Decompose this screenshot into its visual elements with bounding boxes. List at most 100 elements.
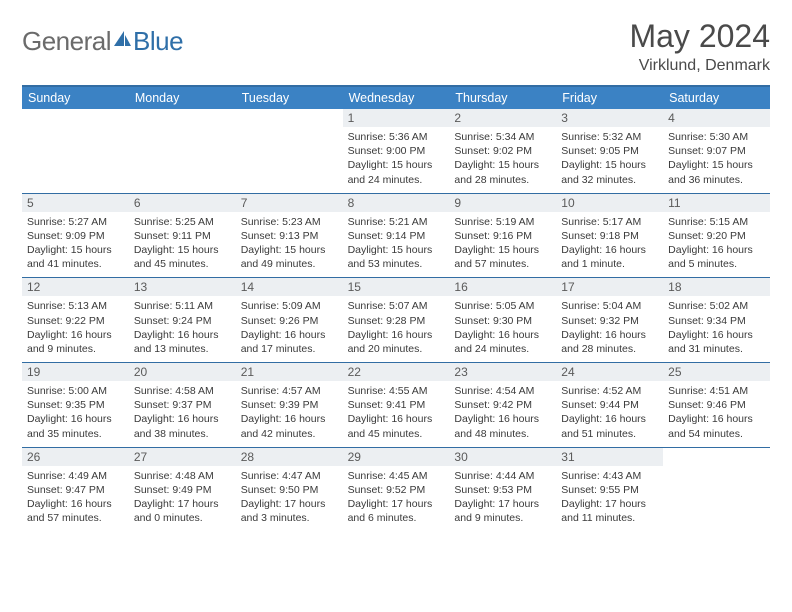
sunrise-text: Sunrise: 4:58 AM — [134, 384, 231, 398]
day-cell — [663, 466, 770, 532]
sunset-text: Sunset: 9:13 PM — [241, 229, 338, 243]
day-cell: Sunrise: 5:21 AMSunset: 9:14 PMDaylight:… — [343, 212, 450, 278]
sunrise-text: Sunrise: 4:55 AM — [348, 384, 445, 398]
day-number: 12 — [22, 278, 129, 296]
daynum-row: 262728293031 — [22, 447, 770, 466]
day-number: 15 — [343, 278, 450, 296]
day-number: 3 — [556, 109, 663, 127]
week-row: Sunrise: 5:00 AMSunset: 9:35 PM Daylight:… — [22, 381, 770, 447]
daylight-text: Daylight: 16 hours and 31 minutes. — [668, 328, 765, 356]
sunset-text: Sunset: 9:37 PM — [134, 398, 231, 412]
day-cell: Sunrise: 5:11 AMSunset: 9:24 PMDaylight:… — [129, 296, 236, 362]
day-number: 16 — [449, 278, 556, 296]
weekday-tue: Tuesday — [236, 87, 343, 109]
day-cell: Sunrise: 4:54 AMSunset: 9:42 PMDaylight:… — [449, 381, 556, 447]
brand-part2: Blue — [133, 26, 183, 57]
brand-logo: General Blue — [22, 18, 183, 57]
daylight-text: Daylight: 15 hours and 57 minutes. — [454, 243, 551, 271]
daylight-text: Daylight: 15 hours and 28 minutes. — [454, 158, 551, 186]
weekday-sun: Sunday — [22, 87, 129, 109]
day-number: 28 — [236, 448, 343, 466]
weeks-container: 1234Sunrise: 5:36 AMSunset: 9:00 PMDayli… — [22, 109, 770, 531]
title-block: May 2024 Virklund, Denmark — [629, 18, 770, 75]
day-number: 9 — [449, 194, 556, 212]
day-cell: Sunrise: 4:49 AMSunset: 9:47 PMDaylight:… — [22, 466, 129, 532]
sunrise-text: Sunrise: 4:45 AM — [348, 469, 445, 483]
day-cell: Sunrise: 4:44 AMSunset: 9:53 PMDaylight:… — [449, 466, 556, 532]
sunrise-text: Sunrise: 4:43 AM — [561, 469, 658, 483]
day-number: 30 — [449, 448, 556, 466]
sunset-text: Sunset: 9:32 PM — [561, 314, 658, 328]
day-number: 18 — [663, 278, 770, 296]
sunrise-text: Sunrise: 5:11 AM — [134, 299, 231, 313]
day-cell: Sunrise: 5:30 AMSunset: 9:07 PMDaylight:… — [663, 127, 770, 193]
sunrise-text: Sunrise: 5:34 AM — [454, 130, 551, 144]
sunset-text: Sunset: 9:18 PM — [561, 229, 658, 243]
sunrise-text: Sunrise: 5:36 AM — [348, 130, 445, 144]
sunset-text: Sunset: 9:42 PM — [454, 398, 551, 412]
day-number: 11 — [663, 194, 770, 212]
sunset-text: Sunset: 9:49 PM — [134, 483, 231, 497]
day-cell: Sunrise: 5:09 AMSunset: 9:26 PMDaylight:… — [236, 296, 343, 362]
daylight-text: Daylight: 16 hours and 48 minutes. — [454, 412, 551, 440]
day-number: 10 — [556, 194, 663, 212]
day-cell: Sunrise: 5:00 AMSunset: 9:35 PMDaylight:… — [22, 381, 129, 447]
daylight-text: Daylight: 15 hours and 41 minutes. — [27, 243, 124, 271]
week-row: Sunrise: 4:49 AMSunset: 9:47 PMDaylight:… — [22, 466, 770, 532]
daynum-row: 19202122232425 — [22, 362, 770, 381]
day-cell: Sunrise: 5:02 AMSunset: 9:34 PMDaylight:… — [663, 296, 770, 362]
daylight-text: Daylight: 16 hours and 54 minutes. — [668, 412, 765, 440]
sunrise-text: Sunrise: 5:09 AM — [241, 299, 338, 313]
day-number: 27 — [129, 448, 236, 466]
daylight-text: Daylight: 15 hours and 24 minutes. — [348, 158, 445, 186]
sunrise-text: Sunrise: 5:13 AM — [27, 299, 124, 313]
sunset-text: Sunset: 9:28 PM — [348, 314, 445, 328]
sunrise-text: Sunrise: 5:04 AM — [561, 299, 658, 313]
day-cell: Sunrise: 5:27 AMSunset: 9:09 PMDaylight:… — [22, 212, 129, 278]
day-number: 6 — [129, 194, 236, 212]
sunrise-text: Sunrise: 4:54 AM — [454, 384, 551, 398]
day-cell: Sunrise: 5:07 AMSunset: 9:28 PMDaylight:… — [343, 296, 450, 362]
daylight-text: Daylight: 17 hours and 0 minutes. — [134, 497, 231, 525]
sunrise-text: Sunrise: 5:00 AM — [27, 384, 124, 398]
day-number: 22 — [343, 363, 450, 381]
day-cell: Sunrise: 5:32 AMSunset: 9:05 PMDaylight:… — [556, 127, 663, 193]
daylight-text: Daylight: 16 hours and 45 minutes. — [348, 412, 445, 440]
sunrise-text: Sunrise: 4:48 AM — [134, 469, 231, 483]
weekday-sat: Saturday — [663, 87, 770, 109]
daylight-text: Daylight: 16 hours and 9 minutes. — [27, 328, 124, 356]
brand-part1: General — [22, 26, 111, 57]
day-number: 7 — [236, 194, 343, 212]
sunset-text: Sunset: 9:46 PM — [668, 398, 765, 412]
daylight-text: Daylight: 16 hours and 17 minutes. — [241, 328, 338, 356]
sunset-text: Sunset: 9:35 PM — [27, 398, 124, 412]
day-number: 19 — [22, 363, 129, 381]
sunrise-text: Sunrise: 4:47 AM — [241, 469, 338, 483]
weekday-mon: Monday — [129, 87, 236, 109]
sunset-text: Sunset: 9:02 PM — [454, 144, 551, 158]
day-cell — [129, 127, 236, 193]
week-row: Sunrise: 5:36 AMSunset: 9:00 PMDaylight:… — [22, 127, 770, 193]
sunrise-text: Sunrise: 5:05 AM — [454, 299, 551, 313]
sunrise-text: Sunrise: 4:44 AM — [454, 469, 551, 483]
sunset-text: Sunset: 9:34 PM — [668, 314, 765, 328]
daylight-text: Daylight: 17 hours and 9 minutes. — [454, 497, 551, 525]
sunset-text: Sunset: 9:53 PM — [454, 483, 551, 497]
sunset-text: Sunset: 9:16 PM — [454, 229, 551, 243]
daynum-row: 1234 — [22, 109, 770, 127]
daylight-text: Daylight: 17 hours and 11 minutes. — [561, 497, 658, 525]
sunrise-text: Sunrise: 5:15 AM — [668, 215, 765, 229]
day-number — [663, 448, 770, 466]
daylight-text: Daylight: 16 hours and 20 minutes. — [348, 328, 445, 356]
sunset-text: Sunset: 9:07 PM — [668, 144, 765, 158]
day-cell: Sunrise: 4:45 AMSunset: 9:52 PMDaylight:… — [343, 466, 450, 532]
day-cell: Sunrise: 4:48 AMSunset: 9:49 PMDaylight:… — [129, 466, 236, 532]
daylight-text: Daylight: 16 hours and 57 minutes. — [27, 497, 124, 525]
day-cell — [236, 127, 343, 193]
day-number: 29 — [343, 448, 450, 466]
sunset-text: Sunset: 9:22 PM — [27, 314, 124, 328]
daynum-row: 567891011 — [22, 193, 770, 212]
day-cell: Sunrise: 5:34 AMSunset: 9:02 PMDaylight:… — [449, 127, 556, 193]
daylight-text: Daylight: 16 hours and 38 minutes. — [134, 412, 231, 440]
weekday-header: Sunday Monday Tuesday Wednesday Thursday… — [22, 87, 770, 109]
